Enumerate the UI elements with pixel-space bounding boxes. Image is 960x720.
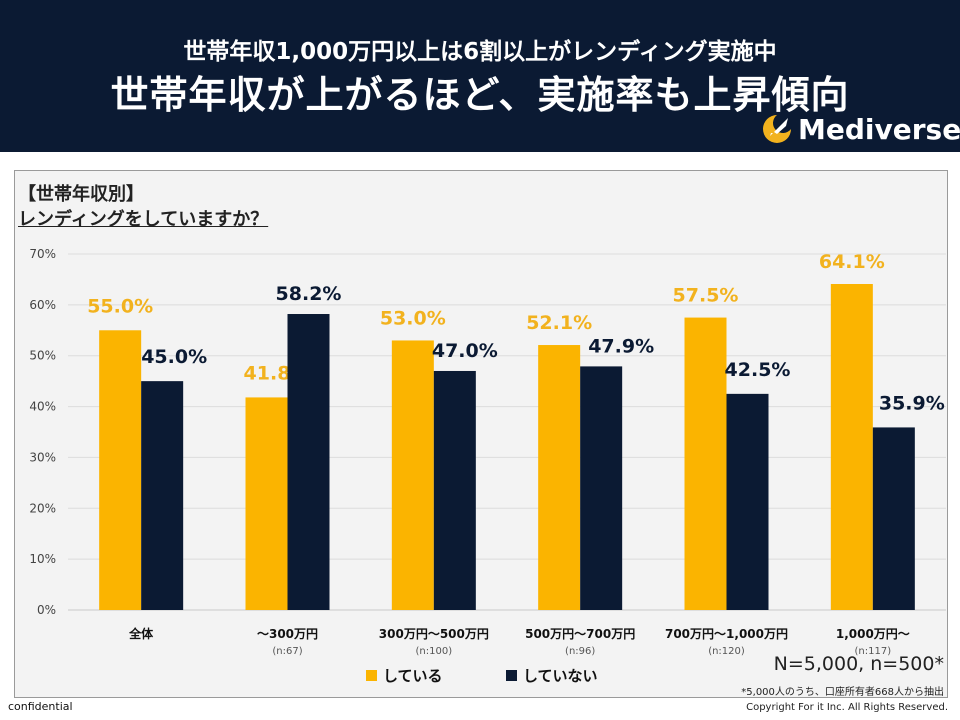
legend-item-yes: している xyxy=(366,665,443,686)
data-label-yes: 57.5% xyxy=(673,285,739,307)
header-title: 世帯年収が上がるほど、実施率も上昇傾向 xyxy=(110,73,850,117)
bar-yes xyxy=(99,330,142,610)
x-sample-size-label: (n:120) xyxy=(708,646,745,657)
header-banner: 世帯年収1,000万円以上は6割以上がレンディング実施中 世帯年収が上がるほど、… xyxy=(0,0,960,152)
bar-yes xyxy=(245,397,288,610)
legend-label-no: していない xyxy=(523,667,598,685)
y-tick-label: 40% xyxy=(29,400,56,414)
x-category-label: 全体 xyxy=(128,626,154,641)
x-category-label: 700万円～1,000万円 xyxy=(665,627,788,641)
data-label-no: 58.2% xyxy=(276,283,342,305)
bar-no xyxy=(433,370,476,610)
x-sample-size-label: (n:67) xyxy=(272,646,302,657)
legend-swatch-yes xyxy=(366,670,377,681)
legend-swatch-no xyxy=(506,670,517,681)
data-label-no: 45.0% xyxy=(141,346,207,368)
sample-size-note: N=5,000, n=500* xyxy=(773,653,944,675)
y-tick-label: 30% xyxy=(29,450,56,464)
y-tick-label: 50% xyxy=(29,349,56,363)
x-sample-size-label: (n:117) xyxy=(855,646,892,657)
bar-no xyxy=(580,366,623,610)
bar-no xyxy=(872,427,915,610)
y-tick-label: 20% xyxy=(29,501,56,515)
data-label-yes: 55.0% xyxy=(87,295,153,317)
y-tick-label: 70% xyxy=(29,247,56,261)
mediverse-logo: Mediverse xyxy=(760,112,960,146)
y-tick-label: 10% xyxy=(29,552,56,566)
y-tick-label: 0% xyxy=(37,603,56,617)
legend-item-no: していない xyxy=(506,665,598,686)
y-tick-label: 60% xyxy=(29,298,56,312)
logo-text: Mediverse xyxy=(798,112,960,146)
data-label-no: 42.5% xyxy=(725,359,791,381)
x-sample-size-label: (n:100) xyxy=(416,646,453,657)
data-label-yes: 52.1% xyxy=(526,312,592,334)
bar-no xyxy=(287,314,330,610)
x-sample-size-label: (n:96) xyxy=(565,646,595,657)
bar-yes xyxy=(538,345,581,610)
bar-no xyxy=(726,393,769,610)
bar-yes xyxy=(391,340,434,610)
x-category-label: 1,000万円～ xyxy=(836,627,910,641)
legend-label-yes: している xyxy=(383,667,443,685)
data-label-no: 47.0% xyxy=(432,340,498,362)
x-category-label: 500万円～700万円 xyxy=(525,627,635,641)
section-label: 【世帯年収別】 xyxy=(18,184,144,205)
bar-yes xyxy=(684,317,727,610)
data-label-yes: 64.1% xyxy=(819,251,885,273)
bar-yes xyxy=(830,284,873,610)
data-label-no: 47.9% xyxy=(588,335,654,357)
copyright-text: Copyright For it Inc. All Rights Reserve… xyxy=(746,702,948,713)
data-label-no: 35.9% xyxy=(879,392,945,414)
confidential-label: confidential xyxy=(8,700,73,713)
extraction-note: *5,000人のうち、口座所有者668人から抽出 xyxy=(741,687,944,698)
chart-question: レンディングをしていますか？ xyxy=(18,209,269,230)
x-category-label: ～300万円 xyxy=(257,627,318,641)
x-category-label: 300万円～500万円 xyxy=(379,627,489,641)
data-label-yes: 53.0% xyxy=(380,307,446,329)
bar-no xyxy=(141,381,184,610)
header-subtitle: 世帯年収1,000万円以上は6割以上がレンディング実施中 xyxy=(183,39,777,65)
rocket-moon-icon xyxy=(763,115,791,143)
